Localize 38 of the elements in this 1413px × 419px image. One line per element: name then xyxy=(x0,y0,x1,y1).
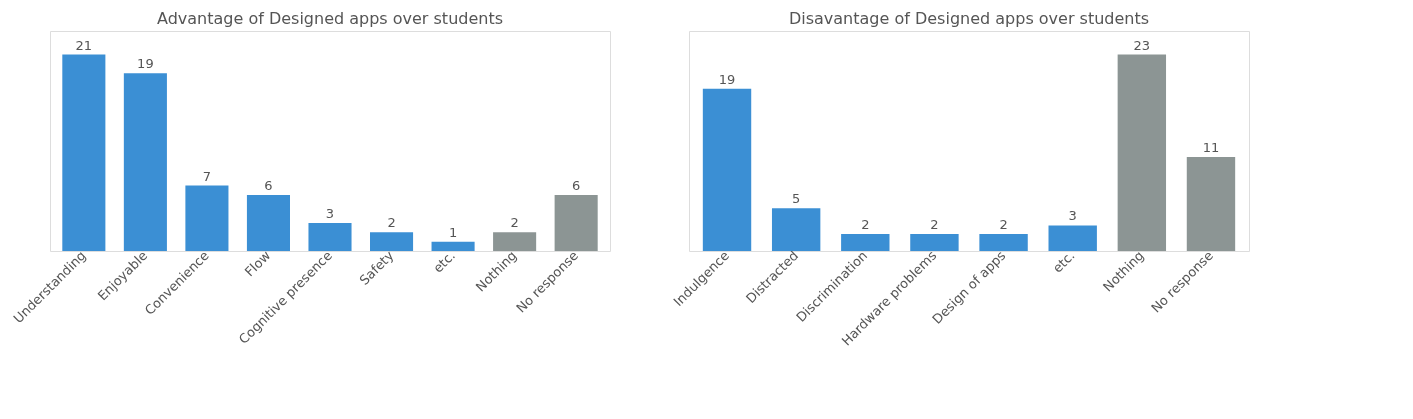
data-label: 6 xyxy=(572,177,581,193)
chart-title: Advantage of Designed apps over students xyxy=(156,9,504,28)
data-label: 2 xyxy=(861,216,870,232)
data-label: 21 xyxy=(75,37,93,53)
data-label: 3 xyxy=(325,205,335,221)
x-tick-label: etc. xyxy=(1049,247,1078,276)
bar xyxy=(771,208,821,251)
bar xyxy=(62,54,106,251)
bar xyxy=(979,233,1028,251)
data-label: 3 xyxy=(1068,208,1077,224)
chart-title: Disavantage of Designed apps over students xyxy=(788,9,1150,28)
data-label: 2 xyxy=(930,216,939,232)
bar xyxy=(702,88,752,251)
data-label: 2 xyxy=(387,215,396,231)
bar xyxy=(308,222,352,251)
bar xyxy=(554,194,598,251)
bar xyxy=(1048,225,1097,251)
data-label: 23 xyxy=(1133,37,1151,53)
bar xyxy=(123,73,167,251)
data-label: 2 xyxy=(510,215,519,231)
bar xyxy=(370,232,414,251)
data-label: 11 xyxy=(1202,140,1220,156)
data-label: 1 xyxy=(448,224,458,240)
bar xyxy=(493,232,537,251)
data-label: 19 xyxy=(718,71,736,87)
bar xyxy=(1186,157,1236,251)
bar xyxy=(431,241,475,251)
data-label: 5 xyxy=(792,191,801,207)
x-tick-label: etc. xyxy=(430,247,459,276)
data-label: 6 xyxy=(264,177,273,193)
bar xyxy=(1117,54,1167,251)
data-label: 2 xyxy=(999,216,1008,232)
bar xyxy=(185,185,229,251)
data-label: 7 xyxy=(202,168,212,184)
bar xyxy=(841,233,890,251)
data-label: 19 xyxy=(137,56,154,72)
bar xyxy=(246,194,290,251)
bar xyxy=(910,233,959,251)
